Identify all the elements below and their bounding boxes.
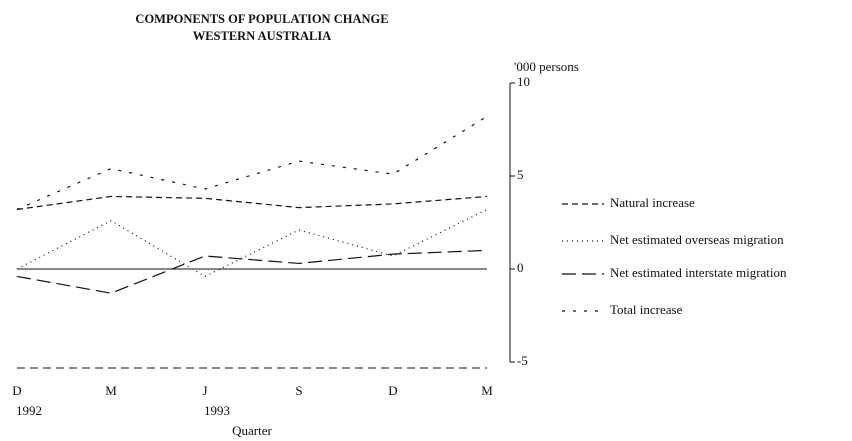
legend-label: Natural increase <box>610 195 695 210</box>
x-tick-label: M <box>105 383 117 398</box>
y-tick-label: 5 <box>517 167 524 182</box>
y-tick-label: 10 <box>517 74 530 89</box>
chart-title: COMPONENTS OF POPULATION CHANGE <box>135 12 388 26</box>
y-tick-label: 0 <box>517 260 524 275</box>
legend-label: Total increase <box>610 302 683 317</box>
series-line <box>16 249 488 294</box>
x-tick-label: S <box>295 383 302 398</box>
y-tick-label: -5 <box>517 353 528 368</box>
x-tick-label: J <box>202 383 207 398</box>
y-axis-label: '000 persons <box>514 59 579 74</box>
x-axis-label: Quarter <box>232 423 272 438</box>
x-tick-label: D <box>12 383 21 398</box>
year-label: 1992 <box>16 403 42 418</box>
series-line <box>16 115 488 211</box>
series-line <box>16 195 488 211</box>
x-tick-label: M <box>481 383 493 398</box>
x-tick-label: D <box>388 383 397 398</box>
year-label: 1993 <box>204 403 230 418</box>
series-line <box>16 208 488 278</box>
legend-label: Net estimated overseas migration <box>610 232 784 247</box>
legend-label: Net estimated interstate migration <box>610 265 787 280</box>
chart-subtitle: WESTERN AUSTRALIA <box>193 29 332 43</box>
